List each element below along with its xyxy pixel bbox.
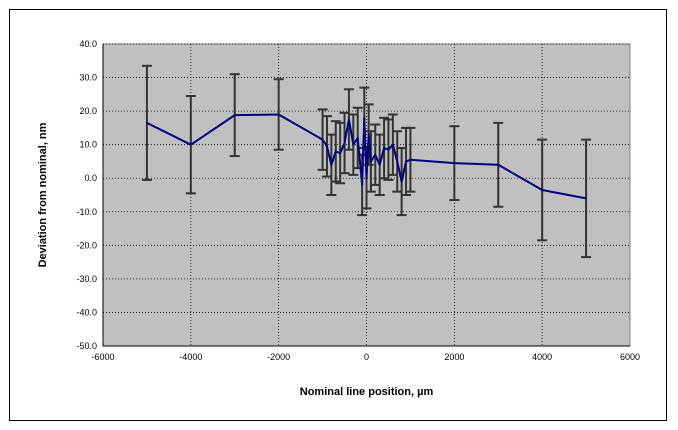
data-point [352,144,354,146]
data-point [383,147,385,149]
x-axis-title: Nominal line position, µm [300,386,434,398]
data-point [541,189,543,191]
data-point [585,197,587,199]
data-point [335,150,337,152]
x-tick-label: -6000 [91,352,114,362]
data-point [392,144,394,146]
x-tick-label: 2000 [444,352,464,362]
data-point [379,164,381,166]
y-tick-label: 10.0 [79,140,97,150]
x-tick-label: 4000 [532,352,552,362]
data-point [348,118,350,121]
y-axis-title: Deviation from nominal, nm [37,122,49,267]
data-point [234,114,236,116]
data-point [330,164,332,166]
x-tick-label: -4000 [179,352,202,362]
y-tick-label: -50.0 [76,341,97,351]
data-point [365,177,368,179]
data-point [409,159,412,161]
data-point [401,180,403,183]
data-point [321,139,324,141]
x-tick-label: -2000 [267,352,290,362]
y-tick-label: 0.0 [84,173,97,183]
data-point [387,149,390,151]
data-point [453,162,455,164]
y-tick-label: -20.0 [76,240,97,250]
series-line-layer [146,113,587,200]
x-tick-label: 0 [364,352,369,362]
data-point [339,152,341,154]
data-point [343,142,346,144]
y-tick-label: -10.0 [76,207,97,217]
data-point [374,154,376,156]
y-tick-label: 40.0 [79,39,97,49]
data-point [370,160,372,163]
y-tick-label: -30.0 [76,274,97,284]
data-point [368,134,370,136]
y-tick-label: 30.0 [79,73,97,83]
data-point [190,144,192,146]
data-point [278,113,280,116]
data-point [405,160,407,163]
data-point [363,117,365,119]
y-tick-label: -40.0 [76,307,97,317]
data-point [146,122,148,124]
data-point [326,145,328,147]
data-point [497,164,499,166]
y-tick-label: 20.0 [79,106,97,116]
tick-labels: 40.0 30.0 20.0 10.0 0.0 -10.0 -20.0 -30.0 -40.0 -… [76,39,640,362]
data-point [396,160,398,163]
x-tick-label: 6000 [620,352,640,362]
data-point [357,137,359,139]
data-point [361,184,363,186]
